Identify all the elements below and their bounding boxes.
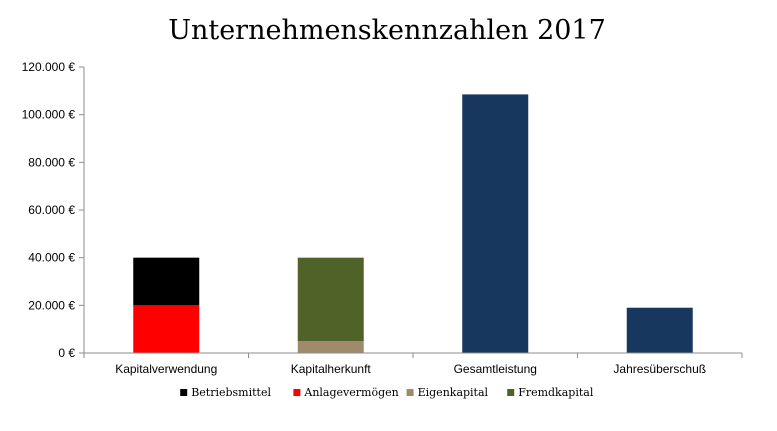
bar-segment: [297, 257, 364, 342]
y-tick-label: 60.000 €: [28, 203, 75, 217]
bar-segment: [297, 341, 364, 353]
legend-label: Eigenkapital: [418, 386, 489, 399]
y-tick-label: 80.000 €: [28, 155, 75, 169]
y-tick-label: 20.000 €: [28, 298, 75, 312]
x-tick-label: Gesamtleistung: [454, 362, 537, 376]
legend-label: Fremdkapital: [518, 386, 594, 399]
x-axis: Kapitalverwendung Kapitalherkunft Gesamtle…: [83, 352, 743, 376]
legend-label: Betriebsmittel: [191, 386, 271, 399]
legend: Betriebsmittel Anlagevermögen Eigenkapital…: [180, 386, 594, 399]
y-tick-label: 0 €: [58, 346, 75, 360]
y-axis: 0 € 20.000 € 40.000 € 60.000 € 80.000 € 100.0…: [22, 60, 85, 360]
bar-segment: [133, 305, 200, 353]
bar-segment: [626, 307, 693, 353]
legend-label: Anlagevermögen: [303, 386, 398, 399]
x-tick-label: Jahresüberschuß: [613, 362, 706, 376]
chart-title: Unternehmenskennzahlen 2017: [168, 15, 606, 46]
bar-segment: [462, 94, 529, 354]
legend-swatch: [507, 389, 515, 396]
legend-swatch: [293, 389, 301, 396]
x-tick-label: Kapitalherkunft: [291, 362, 372, 376]
y-tick-label: 120.000 €: [22, 60, 76, 74]
y-tick-label: 40.000 €: [28, 251, 75, 265]
bar-segment: [133, 257, 200, 306]
bars: [133, 94, 693, 354]
legend-swatch: [406, 389, 414, 396]
x-tick-label: Kapitalverwendung: [115, 362, 217, 376]
legend-swatch: [180, 389, 188, 396]
y-tick-label: 100.000 €: [22, 108, 76, 122]
